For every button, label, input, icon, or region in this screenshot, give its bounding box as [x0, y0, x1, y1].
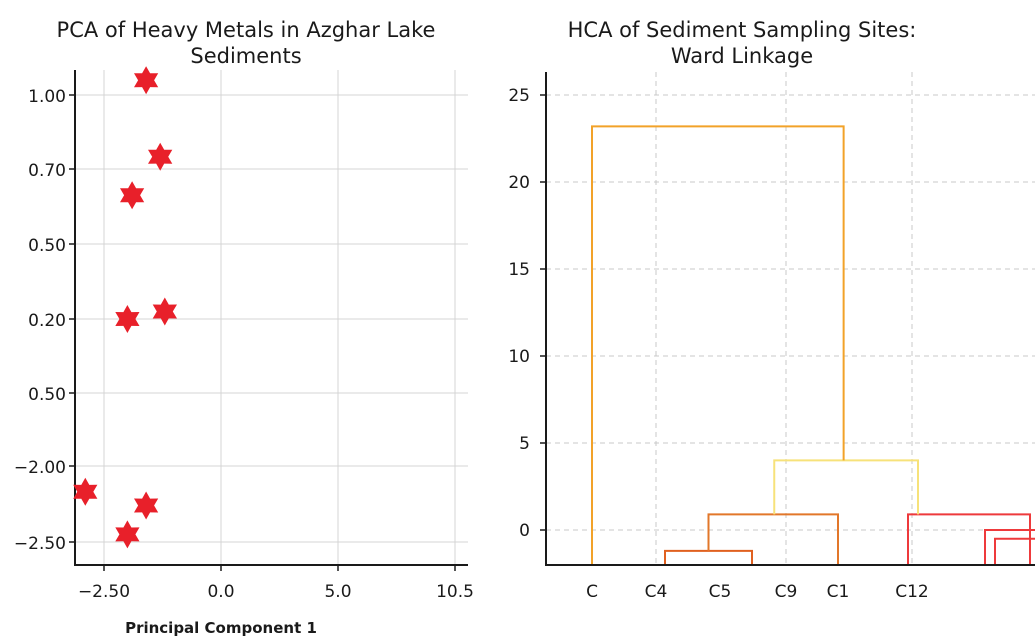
pca-panel: PCA of Heavy Metals in Azghar Lake Sedim…: [14, 18, 474, 637]
hca-link: [994, 537, 1035, 565]
pca-x-tick: 5.0: [324, 582, 351, 602]
hca-axes: [545, 72, 1035, 566]
hca-panel: HCA of Sediment Sampling Sites: Ward Lin…: [508, 18, 1035, 602]
hca-leaf-label: C12: [895, 582, 929, 602]
pca-x-tick-labels: −2.50 0.0 5.0 10.5: [78, 582, 474, 602]
pca-tick-marks: [69, 94, 456, 571]
hca-y-tick: 0: [519, 521, 530, 541]
hca-leaf-label: C5: [709, 582, 732, 602]
hca-leaf-labels: C C4 C5 C9 C1 C12: [586, 582, 929, 602]
hca-leaf-label: C: [586, 582, 598, 602]
hca-y-tick: 15: [508, 260, 530, 280]
hca-title-line-2: Ward Linkage: [671, 44, 813, 68]
pca-axes: [74, 70, 468, 566]
hca-leaf-label: C9: [775, 582, 798, 602]
pca-point: [120, 181, 145, 210]
pca-y-tick: 0.50: [28, 385, 66, 405]
hca-link: [707, 513, 839, 565]
pca-x-tick: 0.0: [207, 582, 234, 602]
pca-title-line-1: PCA of Heavy Metals in Azghar Lake: [57, 18, 436, 42]
pca-y-tick: −2.50: [14, 534, 66, 554]
pca-point: [134, 66, 159, 95]
hca-gridlines: [546, 72, 1035, 565]
pca-y-tick: 1.00: [28, 87, 66, 107]
pca-y-tick: 0.20: [28, 311, 66, 331]
pca-point: [73, 477, 98, 506]
pca-x-axis-label: Principal Component 1: [125, 619, 317, 637]
pca-point: [134, 491, 159, 520]
pca-point: [152, 297, 177, 326]
hca-leaf-label: C1: [827, 582, 850, 602]
pca-x-tick: −2.50: [78, 582, 130, 602]
pca-y-tick: −2.00: [14, 458, 66, 478]
hca-link: [591, 125, 845, 565]
pca-point: [148, 142, 173, 171]
hca-leaf-label: C4: [645, 582, 668, 602]
pca-point: [115, 305, 140, 333]
hca-title-line-1: HCA of Sediment Sampling Sites:: [568, 18, 917, 42]
pca-gridlines: [75, 70, 468, 565]
hca-y-tick: 20: [508, 173, 530, 193]
hca-y-tick: 10: [508, 347, 530, 367]
pca-y-tick: 0.50: [28, 236, 66, 256]
pca-point: [115, 520, 140, 549]
hca-link: [773, 459, 919, 515]
pca-y-tick: 0.70: [28, 161, 66, 181]
pca-title-line-2: Sediments: [190, 44, 301, 68]
pca-y-tick-labels: 1.00 0.70 0.50 0.20 0.50 −2.00 −2.50: [14, 87, 66, 554]
hca-link: [984, 529, 1035, 565]
pca-x-tick: 10.5: [436, 582, 474, 602]
hca-y-tick-labels: 25 20 15 10 5 0: [508, 86, 546, 541]
hca-link: [664, 549, 753, 565]
pca-points: [73, 66, 177, 549]
hca-y-tick: 5: [519, 434, 530, 454]
hca-y-tick: 25: [508, 86, 530, 106]
hca-dendrogram-links: [591, 125, 1035, 565]
